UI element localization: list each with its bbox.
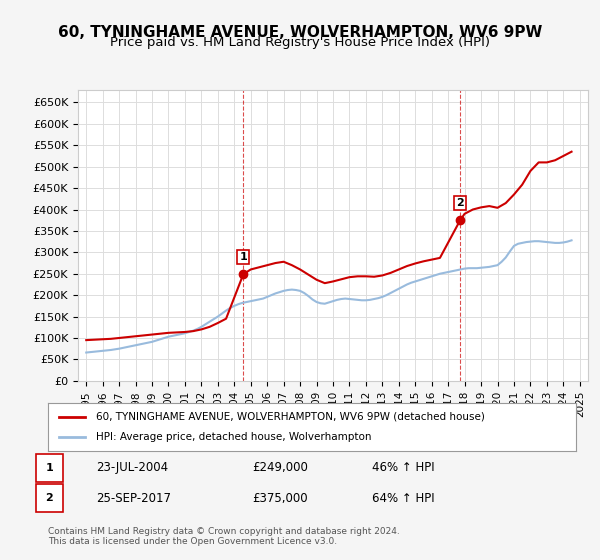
Text: Price paid vs. HM Land Registry's House Price Index (HPI): Price paid vs. HM Land Registry's House …: [110, 36, 490, 49]
Text: 25-SEP-2017: 25-SEP-2017: [96, 492, 171, 505]
Text: 46% ↑ HPI: 46% ↑ HPI: [372, 461, 434, 474]
Text: 2: 2: [456, 198, 464, 208]
Text: 60, TYNINGHAME AVENUE, WOLVERHAMPTON, WV6 9PW: 60, TYNINGHAME AVENUE, WOLVERHAMPTON, WV…: [58, 25, 542, 40]
Text: 60, TYNINGHAME AVENUE, WOLVERHAMPTON, WV6 9PW (detached house): 60, TYNINGHAME AVENUE, WOLVERHAMPTON, WV…: [95, 412, 484, 422]
Text: 23-JUL-2004: 23-JUL-2004: [96, 461, 168, 474]
Text: 1: 1: [239, 252, 247, 262]
Text: £249,000: £249,000: [252, 461, 308, 474]
Text: £375,000: £375,000: [252, 492, 308, 505]
Text: HPI: Average price, detached house, Wolverhampton: HPI: Average price, detached house, Wolv…: [95, 432, 371, 442]
Text: 2: 2: [46, 493, 53, 503]
Text: 64% ↑ HPI: 64% ↑ HPI: [372, 492, 434, 505]
Text: 1: 1: [46, 463, 53, 473]
Text: Contains HM Land Registry data © Crown copyright and database right 2024.
This d: Contains HM Land Registry data © Crown c…: [48, 526, 400, 546]
